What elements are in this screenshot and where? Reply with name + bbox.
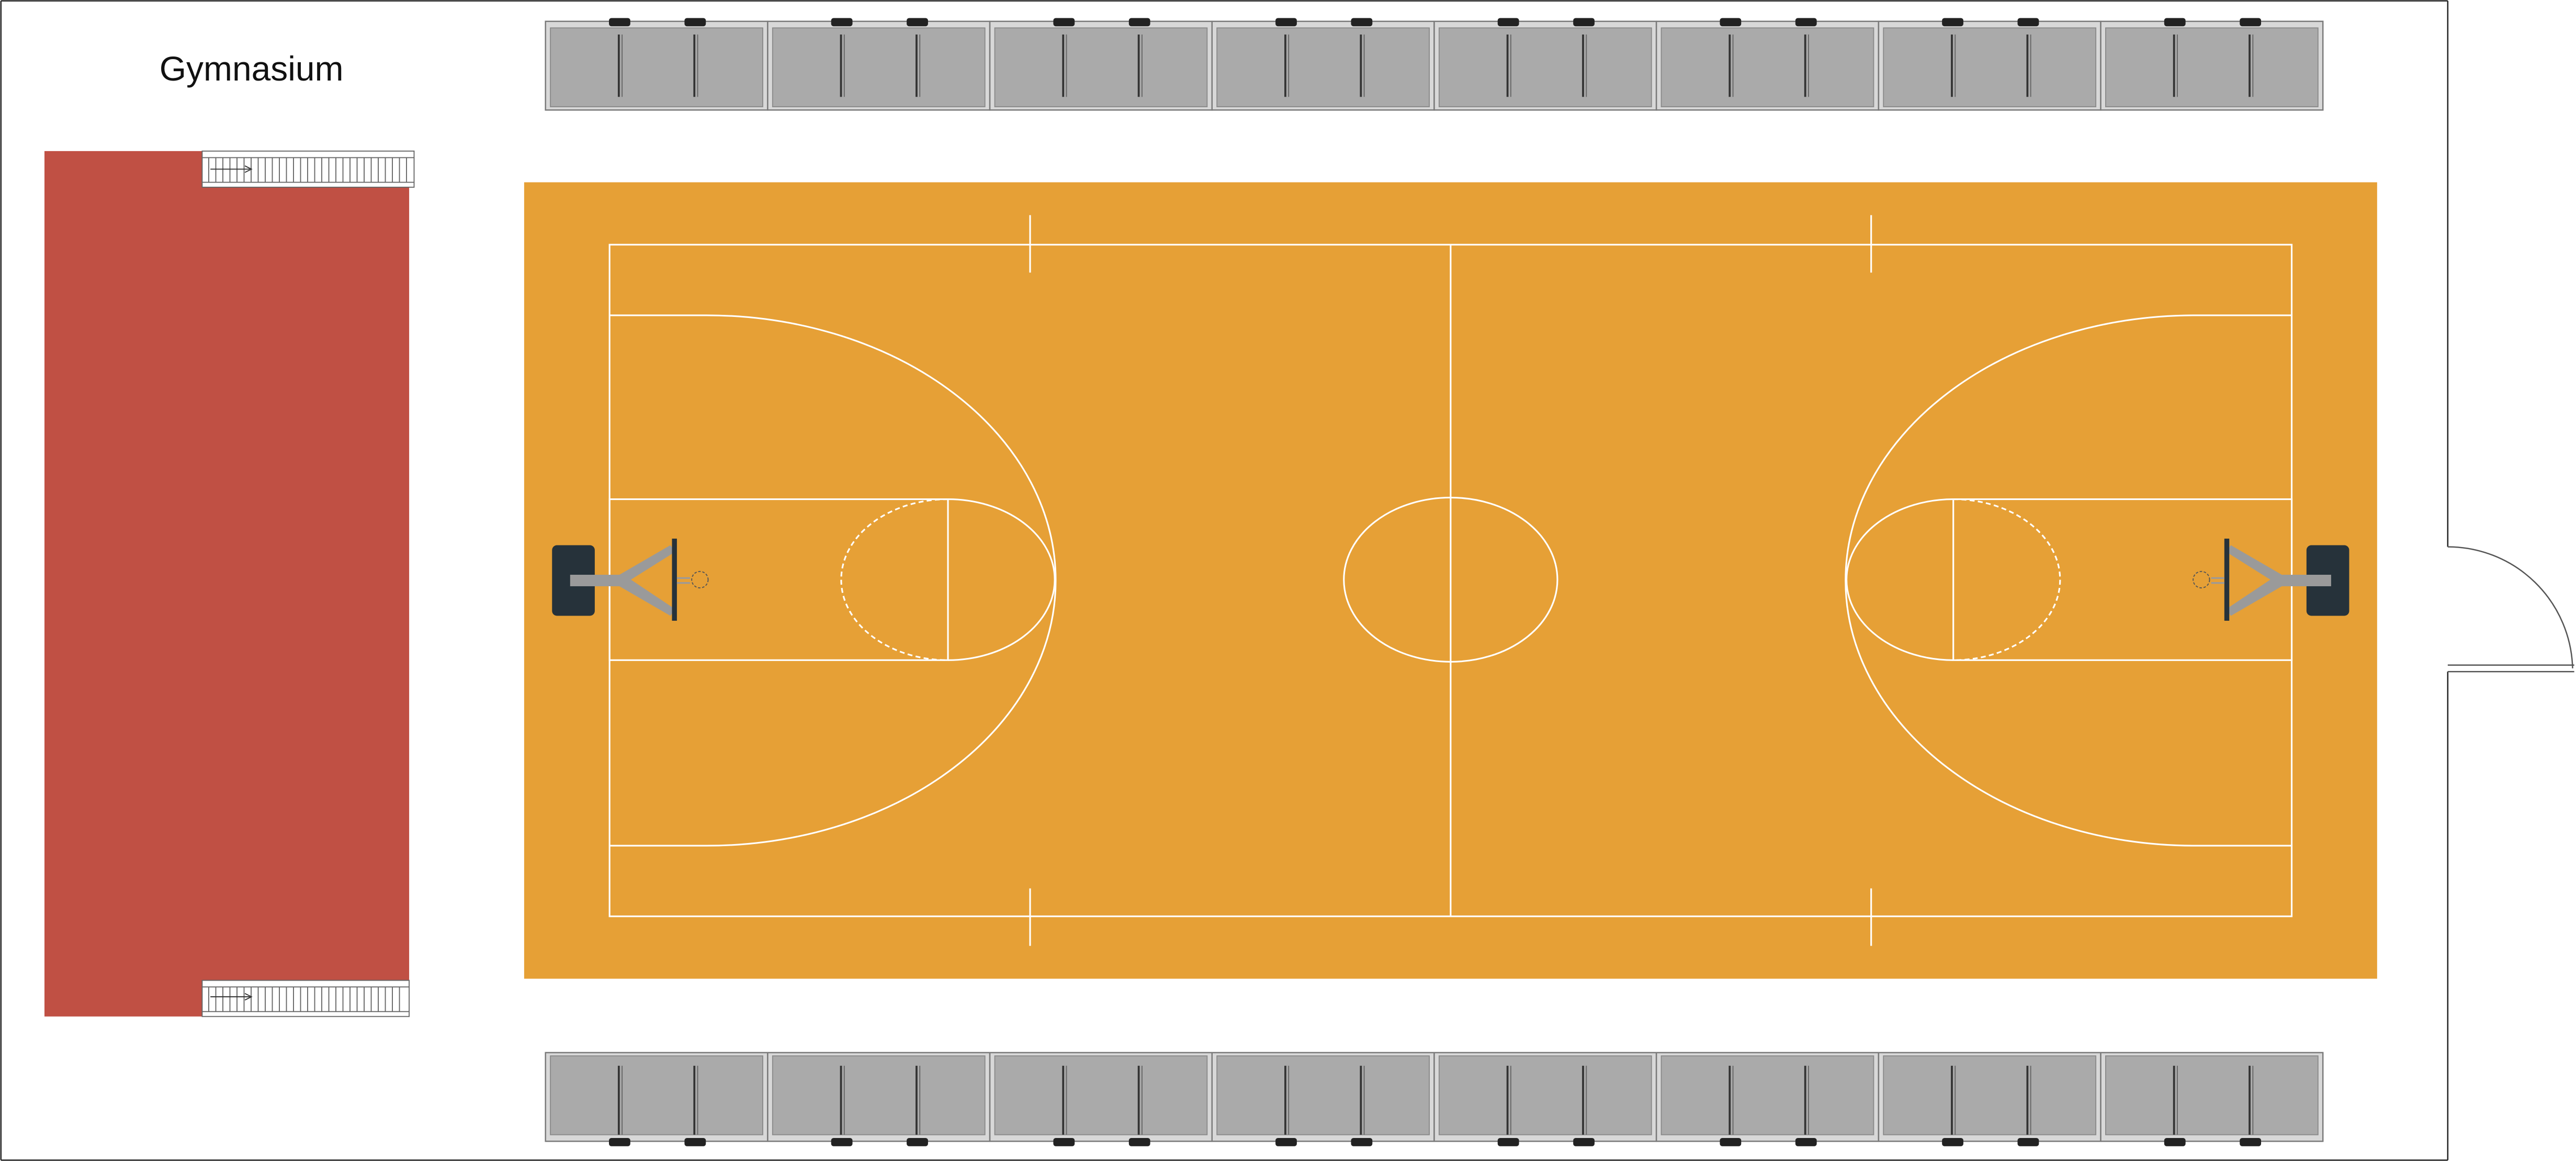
- three-point-line-right: [1844, 314, 2292, 847]
- bleacher-section: [1655, 18, 1880, 111]
- bleacher-section: [1211, 1052, 1435, 1146]
- bleacher-section: [1878, 1052, 2102, 1146]
- bleacher-section: [2100, 18, 2324, 111]
- backboard: [2224, 538, 2230, 621]
- stage-stair-bottom[interactable]: [201, 980, 410, 1017]
- bleachers-bottom: [545, 1052, 2324, 1146]
- bleacher-section: [1211, 18, 1435, 111]
- entrance-door[interactable]: [2447, 546, 2574, 673]
- stage-cutout-bottom: [202, 980, 411, 1018]
- bleacher-section: [989, 1052, 1213, 1146]
- bleacher-section: [1655, 1052, 1880, 1146]
- bleacher-section: [2100, 1052, 2324, 1146]
- bleacher-section: [1878, 18, 2102, 111]
- raised-stage: [44, 151, 410, 1017]
- center-circle: [1343, 496, 1558, 663]
- room-walls: [0, 0, 2449, 1161]
- free-throw-arc-left: [948, 498, 1056, 661]
- bleacher-section: [767, 1052, 991, 1146]
- free-throw-arc-left-dashed: [840, 498, 948, 661]
- free-throw-arc-right: [1846, 498, 1953, 661]
- backboard: [672, 538, 677, 621]
- bleacher-section: [1433, 18, 1657, 111]
- left-hoop: [552, 538, 709, 621]
- hoop-rim-icon: [2193, 571, 2210, 589]
- three-point-line-left: [609, 314, 1057, 847]
- hoop-rim-icon: [691, 571, 709, 589]
- plan-title: Gymnasium: [160, 49, 344, 88]
- stage-stair-top[interactable]: [201, 150, 415, 188]
- free-throw-arc-right-dashed: [1953, 498, 2061, 661]
- right-hoop: [2193, 538, 2349, 621]
- bleacher-section: [545, 1052, 769, 1146]
- bleacher-section: [767, 18, 991, 111]
- bleachers-top: [545, 18, 2324, 111]
- bleacher-section: [545, 18, 769, 111]
- stage-cutout-top: [202, 149, 411, 187]
- bleacher-section: [989, 18, 1213, 111]
- bleacher-section: [1433, 1052, 1657, 1146]
